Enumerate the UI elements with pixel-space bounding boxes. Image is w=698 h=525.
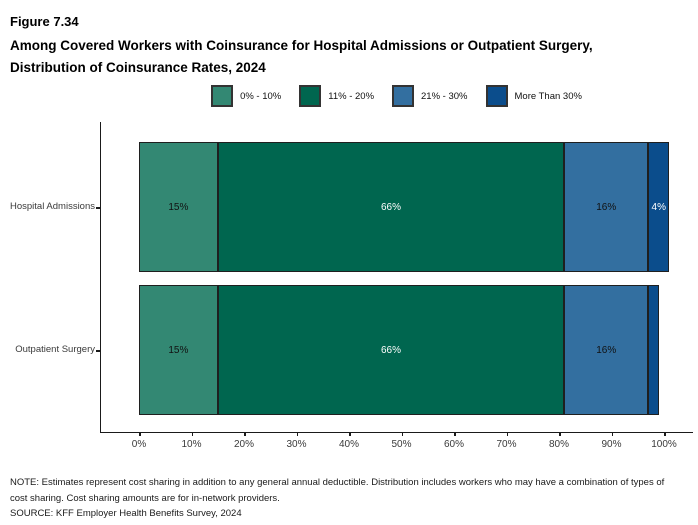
legend-swatch: [392, 85, 415, 107]
x-axis-tick-label: 0%: [131, 439, 147, 450]
x-axis-tick: [349, 432, 351, 436]
legend: 0% - 10% 11% - 20% 21% - 30% More Than 30%: [100, 85, 693, 107]
data-label: 15%: [168, 344, 189, 356]
source-text: SOURCE: KFF Employer Health Benefits Sur…: [10, 508, 242, 519]
legend-label: 21% - 30%: [421, 90, 468, 102]
x-axis-tick-label: 40%: [338, 439, 359, 450]
legend-swatch: [211, 85, 234, 107]
x-axis-tick: [296, 432, 298, 436]
legend-swatch: [299, 85, 322, 107]
bar-segment: 15%: [139, 142, 218, 272]
x-axis-tick: [611, 432, 613, 436]
x-axis-tick: [506, 432, 508, 436]
legend-item: 11% - 20%: [299, 85, 374, 107]
category-label: Outpatient Surgery: [15, 344, 95, 355]
bar-segment: [648, 285, 659, 415]
bar-segment: 4%: [648, 142, 670, 272]
y-axis-tick: [96, 207, 100, 209]
x-axis-tick: [559, 432, 561, 436]
figure-number: Figure 7.34: [10, 14, 79, 29]
legend-item: 0% - 10%: [211, 85, 281, 107]
legend-label: 11% - 20%: [328, 90, 375, 102]
x-axis-tick-label: 100%: [651, 439, 677, 450]
note-text: NOTE: Estimates represent cost sharing i…: [10, 477, 665, 504]
data-label: 15%: [168, 201, 189, 213]
data-label: 66%: [380, 344, 401, 356]
category-label: Hospital Admissions: [9, 201, 95, 212]
legend-label: More Than 30%: [514, 90, 582, 102]
bar-segment: 15%: [139, 285, 218, 415]
x-axis-tick-label: 60%: [443, 439, 464, 450]
x-axis-tick-label: 90%: [601, 439, 622, 450]
legend-item: More Than 30%: [485, 85, 582, 107]
x-axis-tick: [401, 432, 403, 436]
x-axis-tick-label: 30%: [286, 439, 307, 450]
bar-segment: 66%: [217, 142, 565, 272]
x-axis-tick: [664, 432, 666, 436]
x-axis-tick-label: 70%: [496, 439, 517, 450]
x-axis-tick-label: 20%: [233, 439, 254, 450]
legend-swatch: [485, 85, 508, 107]
data-label: 16%: [596, 344, 617, 356]
plot-area: 15% 66% 16% 4% Hospital Admissions 15% 66% 16% O…: [10, 122, 693, 450]
x-axis-tick: [244, 432, 246, 436]
data-label: 16%: [596, 201, 617, 213]
legend-label: 0% - 10%: [240, 90, 282, 102]
footnotes: NOTE: Estimates represent cost sharing i…: [10, 475, 668, 522]
x-axis-tick: [454, 432, 456, 436]
data-label: 4%: [651, 201, 666, 213]
chart-title: Among Covered Workers with Coinsurance f…: [10, 38, 593, 75]
data-label: 66%: [380, 201, 401, 213]
x-axis-tick: [191, 432, 193, 436]
x-axis-tick-label: 50%: [391, 439, 412, 450]
bar-segment: 66%: [217, 285, 565, 415]
bar-segment: 16%: [564, 285, 649, 415]
legend-item: 21% - 30%: [392, 85, 468, 107]
stacked-bar: 15% 66% 16% 4%: [139, 142, 670, 272]
y-axis-tick: [96, 350, 100, 352]
x-axis-tick: [139, 432, 141, 436]
x-axis-tick-label: 10%: [181, 439, 202, 450]
x-axis-tick-label: 80%: [548, 439, 569, 450]
bar-segment: 16%: [564, 142, 649, 272]
stacked-bar: 15% 66% 16%: [139, 285, 659, 415]
